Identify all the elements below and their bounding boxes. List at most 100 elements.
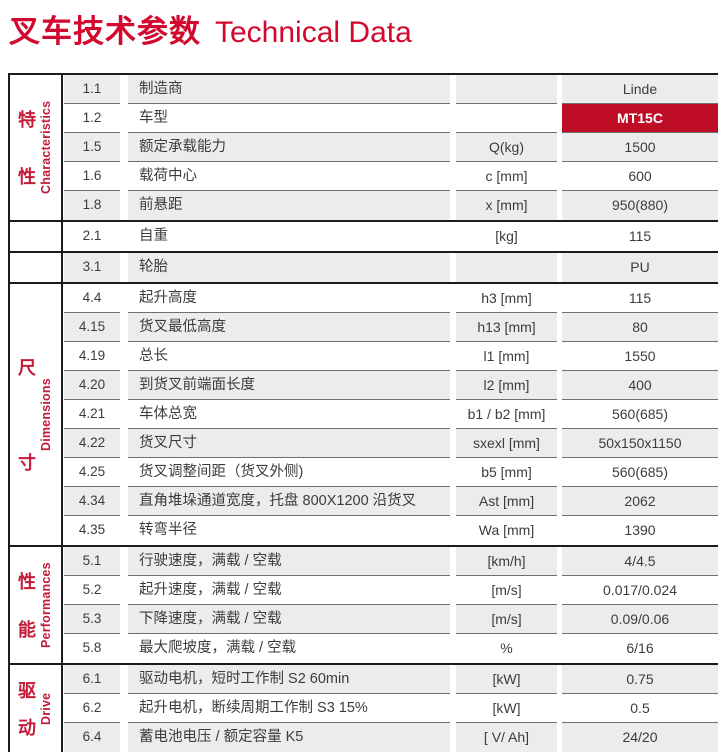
column-gap bbox=[120, 75, 128, 104]
unit-cell: [kW] bbox=[456, 694, 557, 723]
description-cell: 转弯半径 bbox=[139, 522, 197, 538]
section-label-en bbox=[35, 222, 57, 251]
value-cell: 0.09/0.06 bbox=[562, 605, 718, 634]
section-label-zh-char: 性 bbox=[18, 572, 36, 593]
section-rows: 6.1 驱动电机，短时工作制 S2 60min [kW] 0.75 6.2 起升… bbox=[63, 665, 718, 752]
table-section: 尺寸 Dimensions 4.4 起升高度 h3 [mm] 115 4.15 … bbox=[8, 282, 718, 545]
table-section: 3.1 轮胎 PU bbox=[8, 251, 718, 282]
column-gap bbox=[120, 634, 128, 663]
table-row: 5.3 下降速度，满载 / 空载 [m/s] 0.09/0.06 bbox=[63, 605, 718, 634]
unit-cell: % bbox=[500, 640, 513, 656]
table-row: 2.1 自重 [kg] 115 bbox=[63, 222, 718, 251]
description-cell: 车型 bbox=[128, 104, 450, 133]
description-cell: 自重 bbox=[139, 228, 168, 244]
section-label-en: Dimensions bbox=[39, 378, 53, 451]
column-gap bbox=[120, 371, 128, 400]
value-cell: 600 bbox=[562, 162, 718, 191]
row-number-cell: 5.2 bbox=[64, 576, 120, 605]
table-row: 6.4 蓄电池电压 / 额定容量 K5 [ V/ Ah] 24/20 bbox=[63, 723, 718, 752]
table-row: 5.2 起升速度，满载 / 空载 [m/s] 0.017/0.024 bbox=[63, 576, 718, 605]
value-cell: 0.75 bbox=[562, 665, 718, 694]
table-row: 1.5 额定承载能力 Q(kg) 1500 bbox=[63, 133, 718, 162]
unit-cell: [kW] bbox=[456, 665, 557, 694]
table-row: 1.6 载荷中心 c [mm] 600 bbox=[63, 162, 718, 191]
table-row: 4.25 货叉调整间距（货叉外侧) b5 [mm] 560(685) bbox=[63, 458, 718, 487]
model-value-cell: MT15C bbox=[562, 104, 718, 133]
table-row: 6.2 起升电机，断续周期工作制 S3 15% [kW] 0.5 bbox=[63, 694, 718, 723]
column-gap bbox=[120, 222, 128, 251]
table-row: 5.8 最大爬坡度，满载 / 空载 % 6/16 bbox=[63, 634, 718, 663]
section-label-zh-char: 尺 bbox=[18, 357, 36, 378]
table-row: 4.20 到货叉前端面长度 l2 [mm] 400 bbox=[63, 371, 718, 400]
description-cell: 货叉最低高度 bbox=[128, 313, 450, 342]
description-cell: 轮胎 bbox=[128, 253, 450, 282]
section-label-zh-char: 能 bbox=[18, 619, 36, 640]
value-cell: 115 bbox=[562, 284, 718, 313]
section-label-en: Characteristics bbox=[39, 100, 53, 195]
row-number-cell: 1.1 bbox=[64, 75, 120, 104]
column-gap bbox=[120, 723, 128, 752]
column-gap bbox=[120, 487, 128, 516]
description-cell: 额定承载能力 bbox=[128, 133, 450, 162]
value-cell: 1390 bbox=[624, 522, 656, 538]
value-cell: 24/20 bbox=[562, 723, 718, 752]
unit-cell: h13 [mm] bbox=[456, 313, 557, 342]
row-number-cell: 4.19 bbox=[64, 342, 120, 371]
column-gap bbox=[120, 133, 128, 162]
column-gap bbox=[120, 429, 128, 458]
unit-cell bbox=[456, 104, 557, 133]
table-row: 4.21 车体总宽 b1 / b2 [mm] 560(685) bbox=[63, 400, 718, 429]
description-cell: 下降速度，满载 / 空载 bbox=[128, 605, 450, 634]
value-cell: 2062 bbox=[562, 487, 718, 516]
value-cell: 80 bbox=[562, 313, 718, 342]
section-label bbox=[8, 253, 63, 282]
section-rows: 4.4 起升高度 h3 [mm] 115 4.15 货叉最低高度 h13 [mm… bbox=[63, 284, 718, 545]
column-gap bbox=[120, 605, 128, 634]
column-gap bbox=[120, 284, 128, 313]
column-gap bbox=[120, 694, 128, 723]
description-cell: 起升高度 bbox=[128, 284, 450, 313]
row-number-cell: 6.2 bbox=[64, 694, 120, 723]
page-title-zh: 叉车技术参数 bbox=[9, 14, 201, 49]
row-number-cell: 1.8 bbox=[64, 191, 120, 220]
section-label-zh: 特性 bbox=[17, 75, 37, 220]
column-gap bbox=[120, 665, 128, 694]
description-cell: 货叉尺寸 bbox=[128, 429, 450, 458]
description-cell: 到货叉前端面长度 bbox=[128, 371, 450, 400]
section-label-zh-char: 特 bbox=[18, 110, 36, 130]
column-gap bbox=[120, 162, 128, 191]
value-cell: 400 bbox=[562, 371, 718, 400]
column-gap bbox=[120, 104, 128, 133]
section-label-zh: 尺寸 bbox=[17, 284, 37, 545]
section-label-zh: 驱动 bbox=[17, 665, 37, 752]
section-label-zh-char: 驱 bbox=[18, 680, 36, 701]
unit-cell: l2 [mm] bbox=[456, 371, 557, 400]
value-cell: 1550 bbox=[562, 342, 718, 371]
description-cell: 前悬距 bbox=[128, 191, 450, 220]
description-cell: 直角堆垛通道宽度，托盘 800X1200 沿货叉 bbox=[128, 487, 450, 516]
section-label-zh-char: 寸 bbox=[18, 453, 36, 474]
description-cell: 最大爬坡度，满载 / 空载 bbox=[139, 640, 297, 656]
unit-cell: [ V/ Ah] bbox=[456, 723, 557, 752]
table-section: 特性 Characteristics 1.1 制造商 Linde 1.2 车型 … bbox=[8, 73, 718, 220]
table-row: 4.34 直角堆垛通道宽度，托盘 800X1200 沿货叉 Ast [mm] 2… bbox=[63, 487, 718, 516]
value-cell: 0.017/0.024 bbox=[562, 576, 718, 605]
value-cell: Linde bbox=[562, 75, 718, 104]
row-number-cell: 1.5 bbox=[64, 133, 120, 162]
section-label: 性能 Performances bbox=[8, 547, 63, 663]
column-gap bbox=[120, 400, 128, 429]
table-row: 4.4 起升高度 h3 [mm] 115 bbox=[63, 284, 718, 313]
table-row: 3.1 轮胎 PU bbox=[63, 253, 718, 282]
table-row: 4.22 货叉尺寸 sxexl [mm] 50x150x1150 bbox=[63, 429, 718, 458]
section-label bbox=[8, 222, 63, 251]
section-label-zh-char: 性 bbox=[18, 167, 36, 187]
section-label: 驱动 Drive bbox=[8, 665, 63, 752]
value-cell: PU bbox=[562, 253, 718, 282]
table-section: 2.1 自重 [kg] 115 bbox=[8, 220, 718, 251]
section-label-en: Performances bbox=[39, 562, 53, 648]
row-number-cell: 4.34 bbox=[64, 487, 120, 516]
description-cell: 车体总宽 bbox=[128, 400, 450, 429]
column-gap bbox=[120, 576, 128, 605]
value-cell: 115 bbox=[628, 228, 652, 244]
page-title: 叉车技术参数 Technical Data bbox=[9, 6, 412, 51]
